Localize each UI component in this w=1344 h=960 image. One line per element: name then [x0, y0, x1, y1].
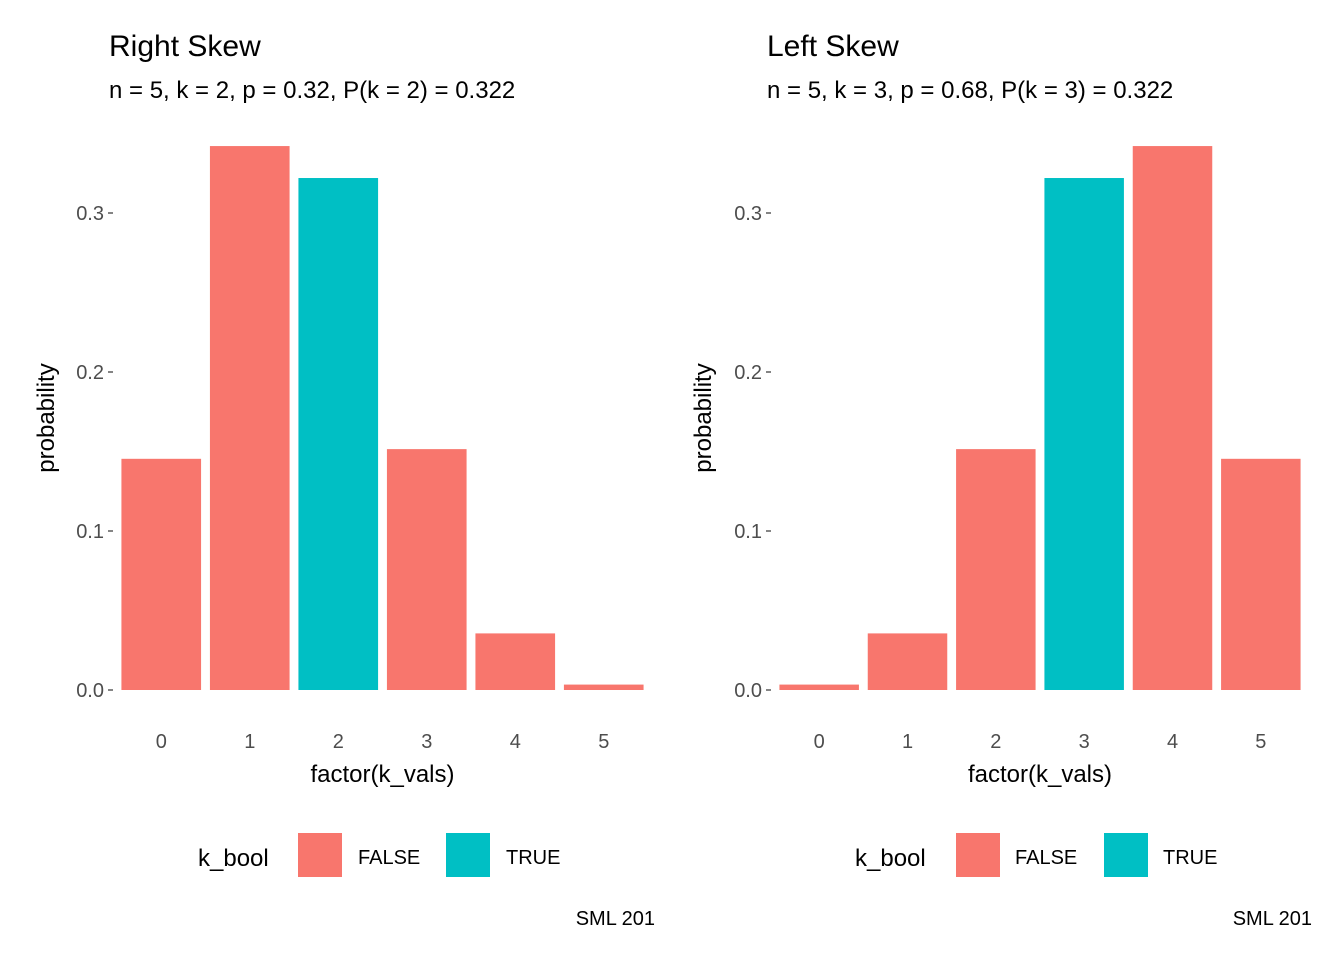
y-tick-label: 0.0	[76, 680, 104, 702]
y-tick-label: 0.3	[76, 203, 104, 225]
legend: k_bool FALSE TRUE	[198, 833, 560, 877]
x-axis-title: factor(k_vals)	[310, 761, 454, 788]
legend-label-false: FALSE	[358, 847, 420, 869]
x-tick-label: 5	[1255, 731, 1266, 753]
y-tick-label: 0.2	[76, 362, 104, 384]
bar-2	[956, 449, 1036, 690]
legend-title: k_bool	[198, 845, 269, 872]
legend-swatch-false	[298, 833, 342, 877]
x-tick-label: 0	[156, 731, 167, 753]
legend-label-false: FALSE	[1015, 847, 1077, 869]
x-tick-label: 1	[244, 731, 255, 753]
chart-subtitle: n = 5, k = 2, p = 0.32, P(k = 2) = 0.322	[109, 77, 515, 104]
bar-3	[386, 449, 467, 690]
bar-1	[209, 146, 290, 690]
bar-0	[121, 458, 202, 690]
bars-group	[121, 146, 644, 690]
y-tick-label: 0.2	[734, 362, 762, 384]
bar-4	[475, 633, 556, 690]
x-tick-label: 4	[510, 731, 521, 753]
x-tick-label: 5	[598, 731, 609, 753]
legend-title: k_bool	[855, 845, 926, 872]
legend-swatch-true	[1104, 833, 1148, 877]
legend-label-true: TRUE	[1163, 847, 1217, 869]
chart-panel-2: Left Skew n = 5, k = 3, p = 0.68, P(k = 3…	[690, 30, 1312, 930]
x-tick-label: 3	[1079, 731, 1090, 753]
legend-swatch-false	[956, 833, 1000, 877]
x-tick-label: 2	[990, 731, 1001, 753]
y-tick-label: 0.3	[734, 203, 762, 225]
x-axis-title: factor(k_vals)	[968, 761, 1112, 788]
bar-4	[1132, 146, 1213, 690]
caption: SML 201	[576, 908, 655, 930]
y-axis-title: probability	[690, 363, 717, 472]
caption: SML 201	[1233, 908, 1312, 930]
legend-swatch-true	[446, 833, 490, 877]
x-tick-label: 3	[421, 731, 432, 753]
legend: k_bool FALSE TRUE	[855, 833, 1217, 877]
y-axis-title: probability	[33, 363, 60, 472]
bar-3	[1044, 178, 1124, 690]
x-tick-label: 2	[333, 731, 344, 753]
bar-0	[779, 684, 859, 690]
chart-title: Right Skew	[109, 30, 261, 63]
bar-5	[1221, 458, 1301, 690]
chart-subtitle: n = 5, k = 3, p = 0.68, P(k = 3) = 0.322	[767, 77, 1173, 104]
legend-label-true: TRUE	[506, 847, 560, 869]
bar-2	[298, 178, 379, 690]
y-tick-label: 0.0	[734, 680, 762, 702]
bar-5	[563, 684, 644, 690]
bar-1	[867, 633, 948, 690]
y-tick-label: 0.1	[76, 521, 104, 543]
x-tick-label: 4	[1167, 731, 1178, 753]
chart-panel-1: Right Skew n = 5, k = 2, p = 0.32, P(k = …	[33, 30, 655, 930]
x-tick-label: 0	[814, 731, 825, 753]
bars-group	[779, 146, 1301, 690]
y-tick-label: 0.1	[734, 521, 762, 543]
x-tick-label: 1	[902, 731, 913, 753]
chart-title: Left Skew	[767, 30, 899, 63]
